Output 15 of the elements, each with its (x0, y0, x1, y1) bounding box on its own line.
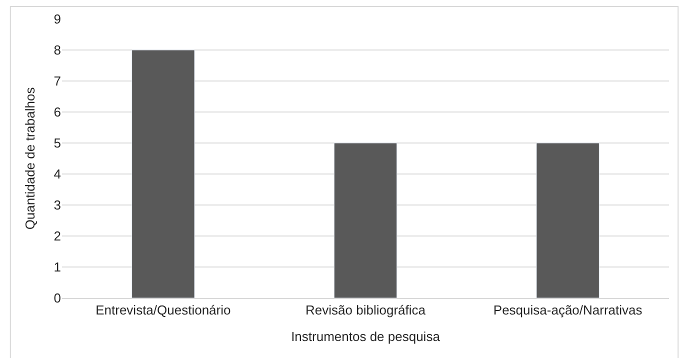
y-tick-label: 5 (54, 136, 61, 151)
y-tick-label: 7 (54, 74, 61, 89)
x-tick-label: Entrevista/Questionário (96, 302, 231, 318)
y-axis-title: Quantidade de trabalhos (22, 86, 38, 230)
y-tick-label: 0 (54, 290, 61, 306)
y-tick-label: 2 (54, 228, 61, 244)
x-axis-title: Instrumentos de pesquisa (291, 329, 441, 344)
y-tick-label: 1 (54, 260, 61, 275)
y-tick-label: 3 (54, 198, 61, 213)
y-tick-label: 9 (54, 12, 61, 27)
y-tick-label: 4 (54, 166, 61, 182)
x-tick-label: Revisão bibliográfica (306, 302, 426, 318)
x-tick-label: Pesquisa-ação/Narrativas (493, 302, 643, 318)
y-tick-label: 6 (54, 104, 61, 120)
y-tick-label: 8 (54, 42, 61, 58)
